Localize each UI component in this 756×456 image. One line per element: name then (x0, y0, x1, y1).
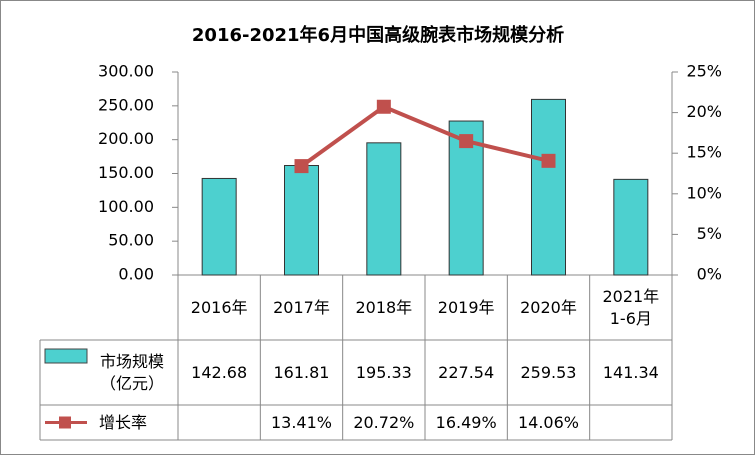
table-value: 195.33 (355, 362, 412, 382)
x-tick-label: 2018年 (355, 297, 413, 317)
legend-label: 增长率 (98, 412, 147, 432)
y-tick-label: 200.00 (98, 129, 154, 148)
y-tick-label: 250.00 (98, 95, 154, 114)
table-value: 13.41% (270, 412, 332, 432)
x-tick-label: 2016年 (190, 297, 248, 317)
table-value: 259.53 (520, 362, 577, 382)
y-tick-label: 0.00 (118, 265, 154, 284)
y2-tick-label: 25% (686, 62, 722, 81)
y2-tick-label: 0% (697, 265, 722, 284)
chart-title: 2016-2021年6月中国高级腕表市场规模分析 (192, 24, 564, 46)
y-tick-label: 150.00 (98, 163, 154, 182)
bar (531, 98, 566, 276)
table-value: 142.68 (191, 362, 248, 382)
x-tick-label: 2021年 1-6月 (602, 286, 660, 328)
y2-tick-label: 20% (686, 102, 722, 121)
legend-key-marker (59, 416, 71, 429)
table-value: 14.06% (517, 412, 579, 432)
x-tick-label: 2017年 (273, 297, 330, 317)
line (300, 104, 549, 168)
y2-tick-label: 5% (697, 224, 722, 243)
table-value: 16.49% (435, 412, 497, 432)
legend-label: 市场规模 （亿元） (99, 351, 164, 393)
table-value: 227.54 (438, 362, 495, 382)
bar (284, 165, 319, 276)
line-marker (376, 99, 391, 114)
y2-tick-label: 15% (686, 143, 722, 162)
bar (613, 178, 649, 276)
line-marker (459, 134, 474, 149)
line-marker (294, 159, 309, 174)
table-value: 161.81 (273, 362, 330, 382)
y-tick-label: 50.00 (108, 231, 154, 250)
y-tick-label: 300.00 (98, 62, 154, 81)
y2-tick-label: 10% (686, 183, 722, 202)
table-value: 141.34 (602, 362, 659, 382)
x-tick-label: 2019年 (437, 297, 495, 317)
legend-key (44, 348, 88, 364)
x-tick-label: 2020年 (520, 297, 577, 317)
table-value: 20.72% (353, 412, 415, 432)
bar (201, 177, 237, 276)
bar (366, 142, 402, 276)
line-marker (541, 153, 556, 168)
y-tick-label: 100.00 (98, 197, 154, 216)
